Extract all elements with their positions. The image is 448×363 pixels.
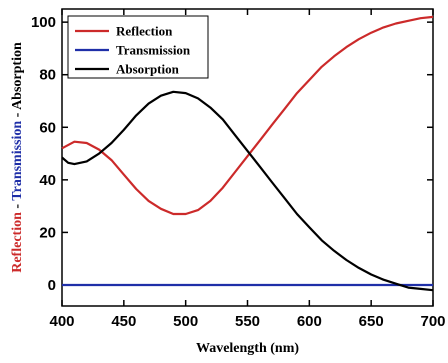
x-axis-title: Wavelength (nm) xyxy=(196,341,299,356)
y-tick-label: 100 xyxy=(31,14,56,31)
y-axis-title-part: Reflection xyxy=(10,212,25,273)
y-tick-label: 0 xyxy=(48,277,56,294)
x-tick-label: 400 xyxy=(49,313,74,330)
legend: Reflection Transmission Absorption xyxy=(67,15,209,79)
series-line-reflection xyxy=(61,15,434,216)
axis-ticks: 400 450 500 550 600 650 700 0 20 40 60 80 100 xyxy=(31,9,446,330)
legend-label-transmission: Transmission xyxy=(116,43,191,58)
legend-box xyxy=(67,15,209,79)
x-tick-label: 700 xyxy=(420,313,445,330)
y-tick-label: 20 xyxy=(39,224,56,241)
x-tick-label: 500 xyxy=(173,313,198,330)
y-tick-label: 60 xyxy=(39,119,56,136)
x-tick-label: 450 xyxy=(111,313,136,330)
x-tick-label: 600 xyxy=(297,313,322,330)
legend-label-reflection: Reflection xyxy=(116,24,173,39)
y-axis-title: Reflection - Transmission - Absorption xyxy=(10,42,25,273)
y-tick-label: 40 xyxy=(39,172,56,189)
legend-label-absorption: Absorption xyxy=(116,62,180,77)
y-axis-title-part: - xyxy=(10,201,25,212)
x-tick-label: 650 xyxy=(359,313,384,330)
series-line-absorption xyxy=(61,90,434,292)
series-layer xyxy=(61,15,434,292)
x-tick-label: 550 xyxy=(235,313,260,330)
y-axis-title-part: - Absorption xyxy=(10,42,25,121)
y-tick-label: 80 xyxy=(39,67,56,84)
y-axis-title-part: Transmission xyxy=(10,121,25,201)
